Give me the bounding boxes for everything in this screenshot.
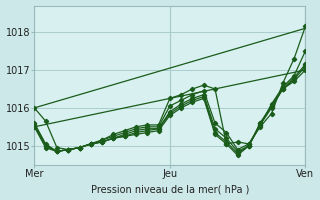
X-axis label: Pression niveau de la mer( hPa ): Pression niveau de la mer( hPa ) bbox=[91, 184, 249, 194]
